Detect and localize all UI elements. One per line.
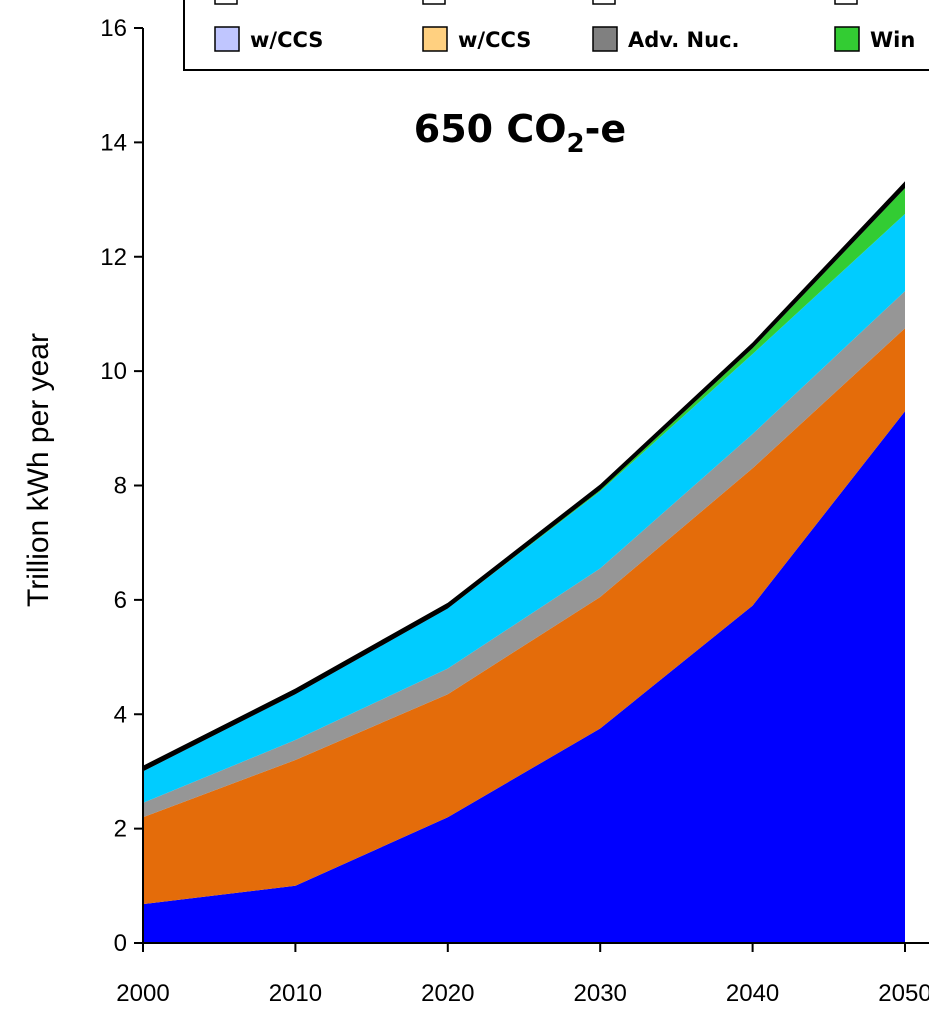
x-tick-label-2010: 2010 <box>269 980 322 1007</box>
x-tick-label-2040: 2040 <box>726 980 779 1007</box>
x-ticks: 2000 2010 2020 2030 2040 2050 <box>116 943 929 1007</box>
y-axis-label: Trillion kWh per year <box>22 333 55 607</box>
y-tick-label-12: 12 <box>100 244 127 271</box>
y-tick-label-4: 4 <box>114 701 127 728</box>
legend-label-2: w/CCS <box>458 28 531 52</box>
area-series-1 <box>143 411 905 943</box>
legend-swatch-2 <box>422 26 448 52</box>
area-series-4 <box>143 213 905 803</box>
title-suffix: -e <box>585 107 627 151</box>
legend-swatch-top-1 <box>214 0 238 5</box>
x-tick-label-2020: 2020 <box>421 980 474 1007</box>
legend-items: w/CCS w/CCS Adv. Nuc. Win <box>214 26 915 52</box>
legend-label-3: Adv. Nuc. <box>628 28 740 52</box>
title-main: 650 CO <box>414 107 567 151</box>
y-tick-label-10: 10 <box>100 358 127 385</box>
y-tick-label-14: 14 <box>100 129 127 156</box>
legend-top-row <box>214 0 858 5</box>
x-tick-label-2050: 2050 <box>878 980 929 1007</box>
legend-swatch-3 <box>592 26 618 52</box>
legend-swatch-top-4 <box>834 0 858 5</box>
legend-label-1: w/CCS <box>250 28 323 52</box>
y-tick-label-6: 6 <box>114 587 127 614</box>
legend-swatch-top-2 <box>422 0 446 5</box>
x-tick-label-2000: 2000 <box>116 980 169 1007</box>
legend-label-4: Win <box>870 28 915 52</box>
legend-box <box>183 0 929 71</box>
legend: w/CCS w/CCS Adv. Nuc. Win <box>183 0 929 71</box>
chart-title: 650 CO2-e <box>414 107 626 159</box>
y-tick-label-2: 2 <box>114 816 127 843</box>
legend-swatch-top-3 <box>592 0 616 5</box>
legend-swatch-4 <box>834 26 860 52</box>
legend-swatch-1 <box>214 26 240 52</box>
area-series-2 <box>143 328 905 905</box>
x-tick-label-2030: 2030 <box>574 980 627 1007</box>
y-ticks: 0 2 4 6 8 10 12 14 16 <box>100 15 143 957</box>
y-tick-label-8: 8 <box>114 473 127 500</box>
title-subscript: 2 <box>567 129 585 159</box>
y-tick-label-0: 0 <box>114 930 127 957</box>
stacked-areas <box>143 181 905 943</box>
y-tick-label-16: 16 <box>100 15 127 42</box>
